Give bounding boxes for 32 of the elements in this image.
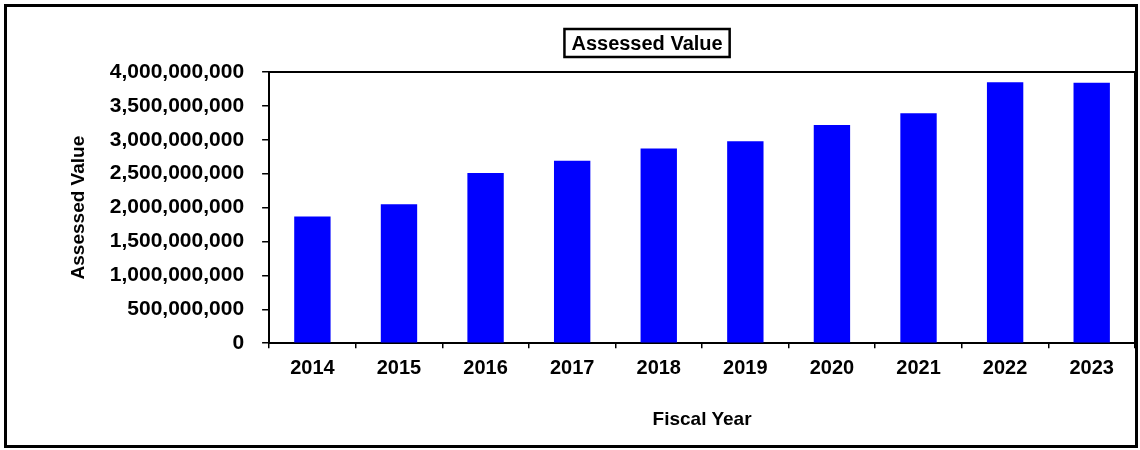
bar: [553, 160, 591, 343]
y-tick-label: 2,500,000,000: [109, 160, 245, 184]
x-axis-title: Fiscal Year: [652, 407, 753, 429]
x-tick-label: 2014: [290, 355, 336, 378]
bar: [467, 173, 504, 343]
x-tick-label: 2017: [549, 355, 595, 378]
bar: [640, 148, 677, 343]
x-tick-label: 2020: [809, 355, 855, 378]
y-tick-label: 0: [232, 330, 245, 353]
y-tick-label: 3,500,000,000: [109, 92, 245, 116]
bar: [900, 113, 937, 343]
y-tick-label: 1,000,000,000: [109, 262, 245, 286]
y-axis-title: Assessed Value: [66, 135, 88, 280]
y-tick-label: 1,500,000,000: [109, 228, 245, 252]
bar: [986, 82, 1024, 343]
x-tick-label: 2015: [376, 355, 422, 378]
x-tick-label: 2018: [636, 355, 681, 378]
y-tick-label: 4,000,000,000: [109, 58, 245, 82]
chart-title: Assessed Value: [571, 31, 723, 54]
y-tick-label: 3,000,000,000: [109, 126, 245, 150]
x-tick-label: 2019: [723, 355, 768, 378]
y-tick-label: 2,000,000,000: [109, 194, 245, 218]
bar: [1073, 82, 1110, 343]
x-tick-label: 2021: [896, 355, 941, 378]
bar: [727, 141, 764, 343]
x-tick-label: 2022: [982, 355, 1028, 378]
x-tick-label: 2023: [1069, 355, 1114, 378]
x-tick-label: 2016: [463, 355, 508, 378]
bar: [813, 124, 851, 343]
y-tick-label: 500,000,000: [127, 296, 245, 320]
bar: [294, 216, 331, 343]
bar: [380, 204, 418, 343]
